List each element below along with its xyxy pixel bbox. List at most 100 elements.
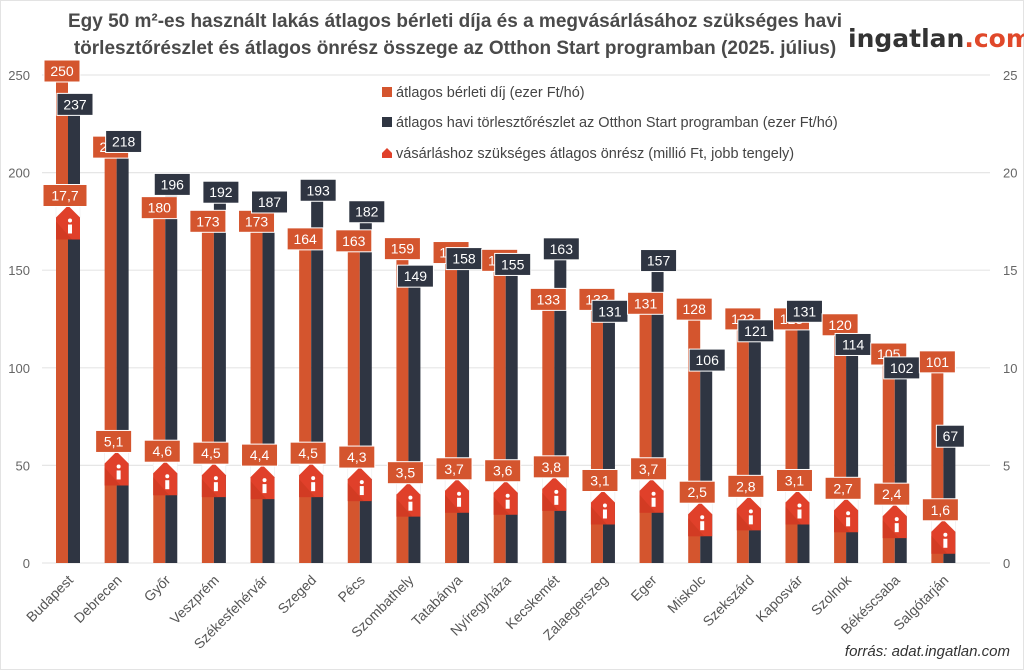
house-marker-icon xyxy=(201,458,227,498)
label-downpayment-text: 3,6 xyxy=(493,463,513,479)
label-installment: 237 xyxy=(56,92,94,116)
y-tick-right: 25 xyxy=(1003,68,1017,83)
y-tick-right: 0 xyxy=(1003,556,1010,571)
bar-rent xyxy=(785,322,798,563)
info-stem xyxy=(797,509,802,519)
bar-installment xyxy=(602,307,615,563)
label-installment-box xyxy=(348,200,386,224)
label-downpayment: 4,5 xyxy=(192,441,230,465)
house-marker-icon xyxy=(882,499,908,539)
label-downpayment: 4,6 xyxy=(143,439,181,463)
label-rent-box xyxy=(335,229,373,253)
info-stem xyxy=(894,523,899,533)
label-rent-text: 173 xyxy=(245,213,269,229)
label-installment-text: 157 xyxy=(647,253,671,269)
label-downpayment: 2,7 xyxy=(824,476,862,500)
info-stem xyxy=(359,486,364,496)
label-rent: 159 xyxy=(383,237,421,261)
label-installment-box xyxy=(153,172,191,196)
house-marker-icon xyxy=(590,486,616,525)
info-dot xyxy=(311,476,316,481)
info-stem xyxy=(700,521,705,531)
logo-main: ingatlan xyxy=(848,24,965,53)
bar-installment xyxy=(505,260,518,563)
house-marker-icon xyxy=(785,486,810,525)
info-stem xyxy=(116,470,121,480)
label-installment-text: 155 xyxy=(501,256,525,272)
label-downpayment: 3,7 xyxy=(435,457,473,481)
label-installment-text: 106 xyxy=(696,352,720,368)
y-axis-right: 0 5 10 15 20 25 xyxy=(1003,68,1017,571)
label-installment-text: 196 xyxy=(161,176,185,192)
data-labels: 25023717,72112185,11801964,61731924,5173… xyxy=(42,59,965,522)
house-shade xyxy=(688,518,705,537)
chart-title-line-2: törlesztőrészlet és átlagos önrész össze… xyxy=(73,38,837,59)
label-downpayment-text: 4,5 xyxy=(201,445,221,461)
label-rent: 250 xyxy=(43,59,81,83)
label-rent-box xyxy=(529,287,567,311)
label-downpayment-box xyxy=(775,468,813,492)
house-marker-icon xyxy=(104,447,129,486)
label-downpayment-text: 1,6 xyxy=(931,502,951,518)
label-downpayment-text: 4,5 xyxy=(298,445,318,461)
house-marker-icon xyxy=(542,472,567,511)
label-installment-box xyxy=(494,252,532,276)
y-tick-left: 200 xyxy=(8,166,30,181)
house-marker-icon xyxy=(396,478,421,517)
category-label: Pécs xyxy=(335,572,368,605)
label-rent-box xyxy=(43,59,81,83)
label-downpayment: 4,3 xyxy=(338,445,376,469)
label-installment-text: 131 xyxy=(598,303,622,319)
house-marker-icon xyxy=(347,462,373,502)
house-shade xyxy=(299,479,316,498)
label-installment-text: 218 xyxy=(112,133,136,149)
bar-rent xyxy=(153,211,166,563)
label-downpayment: 3,5 xyxy=(386,461,424,485)
label-downpayment-box xyxy=(921,498,959,522)
label-installment: 155 xyxy=(494,252,532,276)
label-rent-box xyxy=(627,291,665,315)
house-shade xyxy=(590,506,607,525)
label-installment-text: 163 xyxy=(550,241,574,257)
category-label: Eger xyxy=(627,572,659,604)
house-shade xyxy=(785,506,802,525)
label-installment: 196 xyxy=(153,172,191,196)
ingatlan-logo: ingatlan.com xyxy=(848,24,1024,53)
label-downpayment-box xyxy=(241,443,279,467)
legend-swatch-rent xyxy=(382,87,392,97)
source-note: forrás: adat.ingatlan.com xyxy=(844,643,1010,660)
label-installment-text: 187 xyxy=(258,194,282,210)
label-downpayment: 4,4 xyxy=(241,443,279,467)
info-dot xyxy=(894,517,899,522)
house-marker-icon xyxy=(931,515,956,554)
info-stem xyxy=(165,480,170,490)
label-installment: 182 xyxy=(348,200,386,224)
label-rent-text: 163 xyxy=(342,233,366,249)
category-label: Győr xyxy=(141,572,174,605)
house-shade xyxy=(396,498,413,517)
category-label: Szeged xyxy=(274,572,319,617)
info-stem xyxy=(505,499,510,509)
label-installment-text: 131 xyxy=(793,303,817,319)
bar-installment xyxy=(457,254,470,564)
label-installment-box xyxy=(105,129,143,153)
label-rent-box xyxy=(383,237,421,261)
label-installment: 131 xyxy=(785,299,823,323)
label-installment-text: 121 xyxy=(744,323,768,339)
label-downpayment: 2,8 xyxy=(727,474,765,498)
label-rent: 163 xyxy=(335,229,373,253)
legend-label-installment: átlagos havi törlesztőrészlet az Otthon … xyxy=(396,115,838,131)
label-installment: 192 xyxy=(202,180,240,204)
label-rent: 101 xyxy=(918,350,956,374)
label-downpayment-box xyxy=(289,441,327,465)
legend-swatch-installment xyxy=(382,117,392,127)
chart-title-line-1: Egy 50 m²-es használt lakás átlagos bérl… xyxy=(67,11,843,32)
category-label: Debrecen xyxy=(71,572,125,626)
label-installment-box xyxy=(785,299,823,323)
label-downpayment-text: 3,1 xyxy=(590,472,610,488)
label-installment: 158 xyxy=(445,247,483,271)
label-downpayment-box xyxy=(581,468,619,492)
bar-rent xyxy=(201,225,214,563)
label-rent-text: 180 xyxy=(148,200,172,216)
